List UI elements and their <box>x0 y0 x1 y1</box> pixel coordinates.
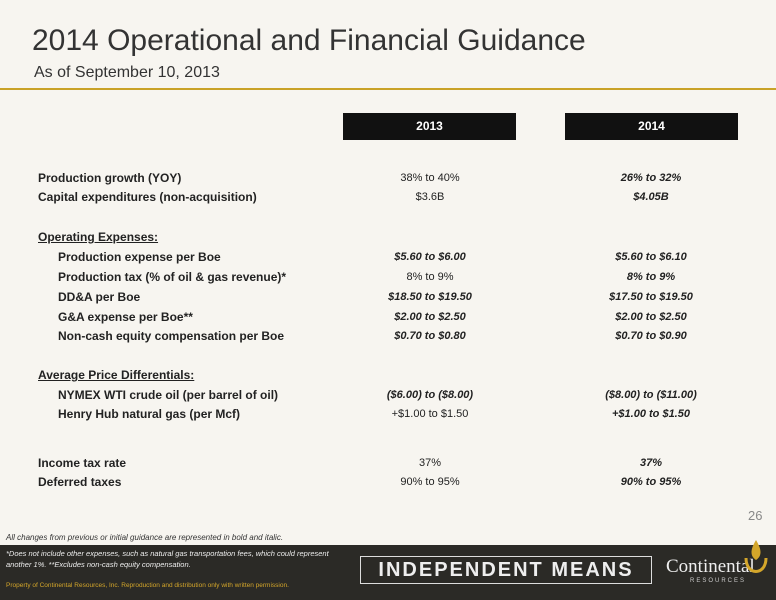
cell: 37% <box>639 457 663 469</box>
cell: ($6.00) to ($8.00) <box>386 389 474 401</box>
row-label: Income tax rate <box>38 456 127 470</box>
cell: +$1.00 to $1.50 <box>391 408 469 420</box>
cell: 90% to 95% <box>620 476 682 488</box>
row-label: NYMEX WTI crude oil (per barrel of oil) <box>58 388 279 402</box>
row-label: Non-cash equity compensation per Boe <box>58 329 285 343</box>
logo-icon <box>744 540 768 573</box>
logo-sub: RESOURCES <box>690 578 747 584</box>
cell: $18.50 to $19.50 <box>388 291 472 303</box>
cell: $5.60 to $6.00 <box>394 251 466 263</box>
cell: $2.00 to $2.50 <box>394 311 466 323</box>
cell: $0.70 to $0.80 <box>394 330 466 342</box>
cell: +$1.00 to $1.50 <box>612 408 690 420</box>
row-label: Henry Hub natural gas (per Mcf) <box>58 407 241 421</box>
section-heading: Average Price Differentials: <box>38 368 195 382</box>
page-number: 26 <box>748 508 763 523</box>
cell: $17.50 to $19.50 <box>609 291 693 303</box>
row-label: G&A expense per Boe** <box>58 310 193 324</box>
banner-text: INDEPENDENT MEANS <box>360 556 652 584</box>
cell: $5.60 to $6.10 <box>615 251 687 263</box>
row-label: DD&A per Boe <box>58 290 141 304</box>
row-label: Capital expenditures (non-acquisition) <box>38 190 257 204</box>
row-label: Production growth (YOY) <box>38 171 182 185</box>
row-label: Deferred taxes <box>38 475 122 489</box>
logo: Continental <box>666 556 755 577</box>
cell: 90% to 95% <box>400 476 460 488</box>
subtitle: As of September 10, 2013 <box>34 64 220 81</box>
section-heading: Operating Expenses: <box>38 230 159 244</box>
column-header: 2014 <box>565 113 738 140</box>
cell: $3.6B <box>415 191 445 203</box>
footnote: *Does not include other expenses, such a… <box>6 549 329 569</box>
title: 2014 Operational and Financial Guidance <box>32 24 586 57</box>
cell: $2.00 to $2.50 <box>615 311 687 323</box>
footnote: All changes from previous or initial gui… <box>6 533 284 542</box>
row-label: Production tax (% of oil & gas revenue)* <box>58 270 287 284</box>
cell: 37% <box>418 457 442 469</box>
copyright: Property of Continental Resources, Inc. … <box>6 582 289 589</box>
cell: 26% to 32% <box>620 172 682 184</box>
cell: 8% to 9% <box>406 271 454 283</box>
cell: 38% to 40% <box>400 172 460 184</box>
cell: $0.70 to $0.90 <box>615 330 687 342</box>
column-header: 2013 <box>343 113 516 140</box>
row-label: Production expense per Boe <box>58 250 221 264</box>
cell: ($8.00) to ($11.00) <box>605 389 697 401</box>
rule <box>0 88 776 90</box>
banner <box>0 545 776 600</box>
cell: 8% to 9% <box>626 271 676 283</box>
cell: $4.05B <box>633 191 669 203</box>
